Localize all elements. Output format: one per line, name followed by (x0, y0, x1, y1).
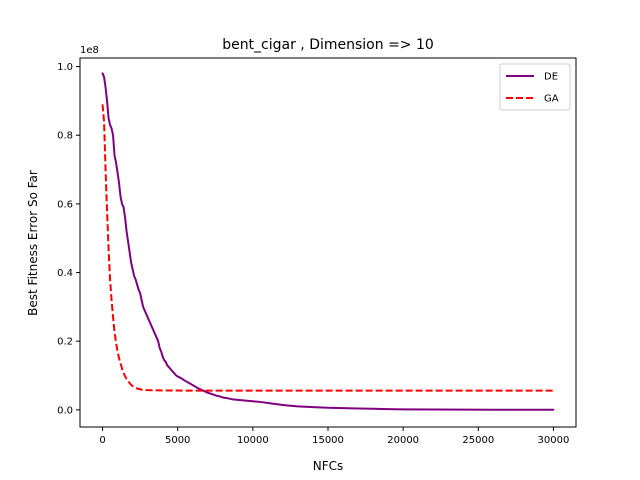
x-tick-label: 20000 (387, 435, 419, 446)
y-tick-label: 0.8 (57, 131, 73, 142)
y-axis: 0.0 0.2 0.4 0.6 0.8 1.0 (57, 62, 80, 416)
chart-title: bent_cigar , Dimension => 10 (222, 37, 434, 53)
x-tick-label: 15000 (312, 435, 344, 446)
y-axis-label: Best Fitness Error So Far (26, 170, 40, 316)
series-line-de (101, 72, 555, 411)
legend-label-de: DE (544, 72, 558, 83)
y-tick-label: 0.2 (57, 337, 73, 348)
x-tick-label: 10000 (237, 435, 269, 446)
x-tick-label: 25000 (462, 435, 494, 446)
y-tick-label: 1.0 (57, 62, 73, 73)
legend-box (499, 63, 571, 111)
y-tick-label: 0.4 (57, 268, 73, 279)
x-tick-label: 30000 (538, 435, 570, 446)
y-tick-label: 0.6 (57, 199, 73, 210)
plot-frame (79, 57, 577, 428)
x-tick-label: 5000 (165, 435, 190, 446)
legend: DE GA (499, 63, 571, 111)
x-tick-label: 0 (99, 435, 105, 446)
x-axis: 0 5000 10000 15000 20000 25000 30000 (99, 427, 569, 446)
y-tick-label: 0.0 (57, 405, 73, 416)
x-axis-label: NFCs (313, 459, 344, 473)
legend-label-ga: GA (544, 94, 559, 105)
y-offset-text: 1e8 (80, 45, 99, 56)
series-line-ga (101, 104, 554, 392)
plot-area (101, 72, 555, 411)
